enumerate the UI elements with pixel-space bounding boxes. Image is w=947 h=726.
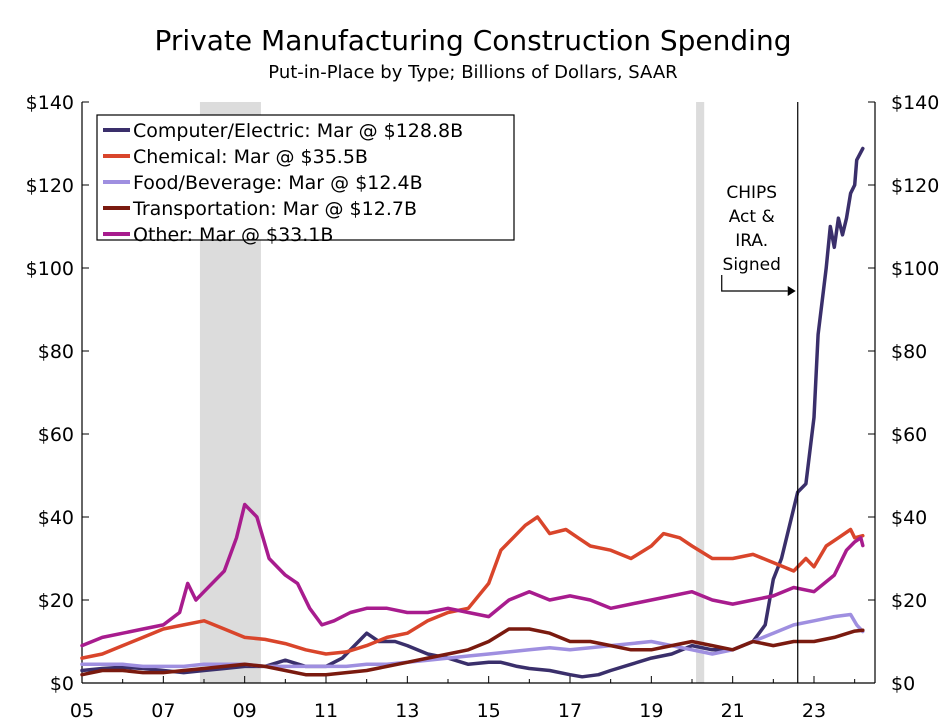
y-tick-label-left: $100 (26, 258, 74, 280)
legend-label: Transportation: Mar @ $12.7B (132, 198, 417, 220)
x-tick-label: 13 (395, 700, 419, 722)
legend-label: Computer/Electric: Mar @ $128.8B (133, 120, 463, 142)
y-tick-label-left: $0 (50, 673, 74, 695)
legend-box (96, 114, 515, 241)
annotation-arrow-head (787, 286, 796, 296)
y-tick-label-right: $20 (891, 590, 927, 612)
y-tick-label-left: $60 (38, 424, 74, 446)
y-tick-label-right: $120 (891, 175, 939, 197)
axes: $0 $0 $20 $20 $40 $40 $60 $60 $80 $80 $100 $100 $120… (26, 92, 940, 722)
y-tick-label-right: $40 (891, 507, 927, 529)
annotation-text: Signed (723, 255, 781, 275)
legend-label: Chemical: Mar @ $35.5B (133, 146, 368, 168)
annotation-text: Act & (729, 207, 775, 227)
annotation: CHIPS Act & IRA. Signed (721, 102, 799, 683)
legend: Computer/Electric: Mar @ $128.8B Chemical… (96, 114, 515, 246)
chart-title: Private Manufacturing Construction Spend… (155, 24, 792, 57)
y-tick-label-left: $140 (26, 92, 74, 114)
x-tick-label: 21 (721, 700, 745, 722)
annotation-text: IRA. (735, 231, 768, 251)
legend-label: Other: Mar @ $33.1B (133, 224, 333, 246)
annotation-arrow-line (721, 275, 788, 292)
y-tick-label-right: $60 (891, 424, 927, 446)
x-tick-label: 05 (70, 700, 94, 722)
y-tick-label-right: $140 (891, 92, 939, 114)
series-lines (80, 146, 865, 679)
series-line (80, 502, 865, 648)
y-tick-label-left: $120 (26, 175, 74, 197)
series-line (80, 627, 865, 677)
recession-band (696, 102, 705, 683)
annotation-text: CHIPS (726, 183, 777, 203)
y-tick-label-right: $80 (891, 341, 927, 363)
y-tick-label-left: $80 (38, 341, 74, 363)
chart-subtitle: Put-in-Place by Type; Billions of Dollar… (268, 62, 677, 83)
series-line (80, 515, 865, 660)
legend-label: Food/Beverage: Mar @ $12.4B (133, 172, 423, 194)
x-tick-label: 15 (477, 700, 501, 722)
y-tick-label-right: $100 (891, 258, 939, 280)
x-tick-label: 07 (151, 700, 175, 722)
series-line (80, 612, 865, 669)
x-tick-label: 17 (558, 700, 582, 722)
x-tick-label: 19 (639, 700, 663, 722)
y-tick-label-left: $20 (38, 590, 74, 612)
y-tick-label-left: $40 (38, 507, 74, 529)
x-tick-label: 23 (802, 700, 826, 722)
x-tick-label: 09 (233, 700, 257, 722)
x-tick-label: 11 (314, 700, 338, 722)
y-tick-label-right: $0 (891, 673, 915, 695)
